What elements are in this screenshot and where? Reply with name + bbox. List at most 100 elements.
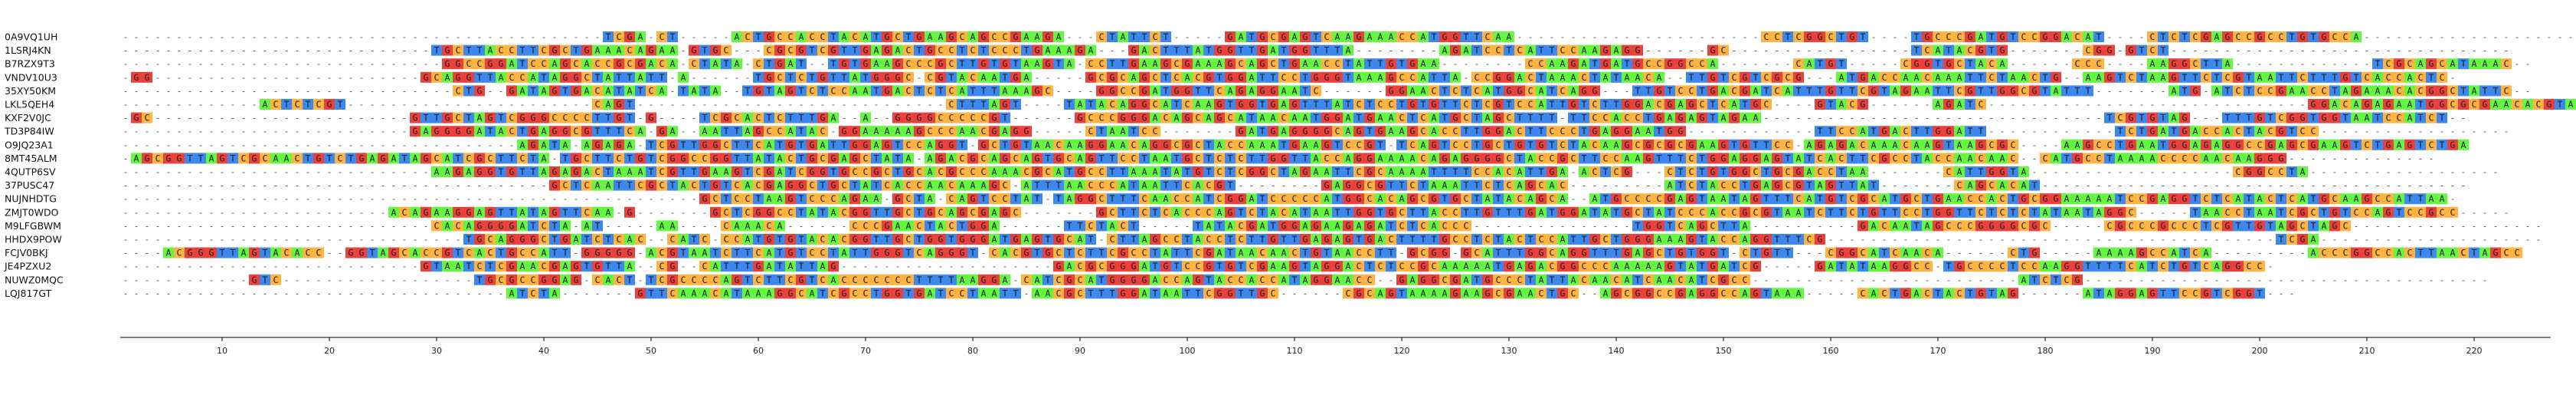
gap-char: - (1078, 58, 1083, 69)
residue-letter: C (2257, 85, 2263, 96)
gap-char: - (1743, 126, 1748, 137)
residue-letter: G (2332, 113, 2338, 123)
residue-letter: C (724, 207, 729, 218)
residue-letter: C (1367, 180, 1373, 191)
residue-letter: T (1539, 45, 1544, 56)
residue-cell (581, 44, 592, 56)
residue-letter: G (1453, 31, 1458, 42)
gap-char: - (1335, 85, 1340, 96)
residue-letter: A (735, 31, 740, 42)
gap-char: - (295, 72, 300, 83)
residue-letter: G (1367, 113, 1373, 123)
residue-letter: G (724, 113, 729, 123)
residue-letter: T (1700, 193, 1705, 204)
gap-char: - (263, 207, 268, 218)
residue-letter: T (2161, 113, 2166, 123)
residue-letter: G (2440, 99, 2445, 110)
gap-char: - (2322, 166, 2327, 177)
residue-letter: G (1367, 166, 1373, 177)
residue-letter: C (1979, 193, 1984, 204)
residue-letter: A (2375, 99, 2381, 110)
residue-letter: G (992, 180, 997, 191)
residue-letter: T (627, 153, 633, 163)
residue-letter: C (1357, 99, 1362, 110)
gap-char: - (692, 72, 697, 83)
residue-letter: T (1914, 45, 1920, 56)
residue-letter: C (1046, 166, 1051, 177)
residue-letter: A (477, 207, 483, 218)
residue-letter: C (2129, 72, 2134, 83)
gap-char: - (1271, 180, 1276, 191)
residue-cell (1150, 31, 1160, 42)
residue-letter: C (1335, 153, 1340, 163)
residue-letter: T (767, 85, 772, 96)
residue-letter: T (1046, 153, 1051, 163)
gap-char: - (938, 99, 944, 110)
residue-letter: G (1753, 193, 1759, 204)
gap-char: - (155, 126, 161, 137)
residue-letter: C (466, 58, 472, 69)
gap-char: - (692, 31, 697, 42)
residue-cell (1236, 31, 1246, 42)
residue-letter: C (1689, 58, 1694, 69)
gap-char: - (488, 180, 493, 191)
gap-char: - (338, 166, 343, 177)
residue-cell (1268, 31, 1278, 42)
residue-letter: A (928, 166, 933, 177)
residue-letter: A (1560, 72, 1566, 83)
gap-char: - (2225, 180, 2231, 191)
residue-letter: G (1668, 140, 1673, 150)
residue-letter: A (638, 31, 643, 42)
gap-char: - (542, 31, 547, 42)
residue-letter: T (981, 193, 987, 204)
gap-char: - (660, 113, 665, 123)
residue-letter: C (1582, 72, 1587, 83)
gap-char: - (2139, 166, 2145, 177)
gap-char: - (1024, 99, 1029, 110)
gap-char: - (327, 113, 332, 123)
residue-letter: A (2236, 193, 2241, 204)
gap-char: - (2365, 58, 2370, 69)
residue-letter: T (1668, 153, 1673, 163)
residue-letter: G (949, 140, 954, 150)
residue-letter: G (906, 113, 912, 123)
residue-letter: C (1314, 85, 1319, 96)
residue-letter: C (2429, 113, 2434, 123)
residue-letter: A (1807, 58, 1812, 69)
residue-letter: C (863, 166, 869, 177)
residue-letter: C (1507, 166, 1512, 177)
residue-letter: G (1271, 126, 1276, 137)
residue-cell (925, 31, 935, 42)
residue-letter: A (2096, 193, 2102, 204)
gap-char: - (692, 207, 697, 218)
residue-letter: C (456, 45, 461, 56)
residue-letter: T (2332, 85, 2338, 96)
residue-letter: G (2204, 140, 2209, 150)
residue-letter: T (284, 99, 290, 110)
residue-letter: A (2257, 193, 2263, 204)
residue-cell (603, 44, 614, 56)
residue-letter: T (1110, 58, 1115, 69)
gap-char: - (874, 99, 879, 110)
residue-letter: A (1249, 140, 1255, 150)
gap-char: - (2043, 45, 2048, 56)
residue-letter: T (595, 153, 601, 163)
residue-letter: G (1903, 85, 1909, 96)
gap-char: - (252, 31, 257, 42)
gap-char: - (220, 140, 225, 150)
gap-char: - (1646, 166, 1651, 177)
residue-letter: G (1668, 193, 1673, 204)
residue-letter: T (2236, 113, 2241, 123)
gap-char: - (166, 58, 172, 69)
residue-letter: A (1335, 99, 1340, 110)
gap-char: - (166, 126, 172, 137)
residue-letter: A (466, 166, 472, 177)
residue-cell (1825, 31, 1836, 42)
sequence-name: O9JQ23A1 (5, 139, 54, 150)
residue-letter: C (702, 153, 708, 163)
gap-char: - (316, 85, 322, 96)
residue-letter: G (853, 207, 858, 218)
gap-char: - (231, 166, 236, 177)
gap-char: - (2257, 180, 2263, 191)
